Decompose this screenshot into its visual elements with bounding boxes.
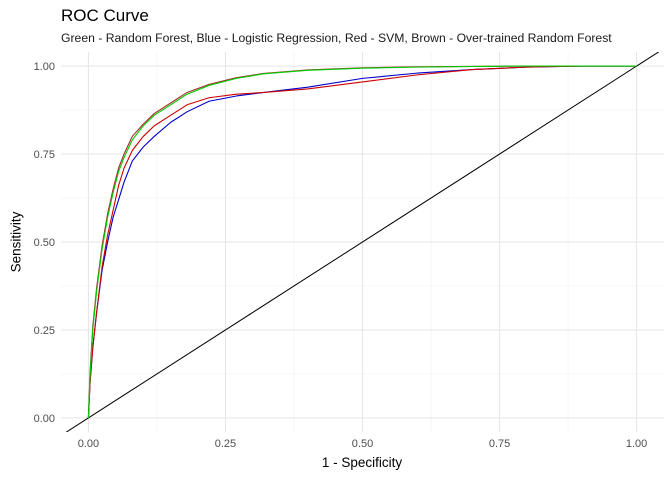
chart-title: ROC Curve (61, 6, 149, 25)
chart-subtitle: Green - Random Forest, Blue - Logistic R… (61, 31, 612, 45)
y-tick-label: 1.00 (34, 61, 55, 73)
roc-curve-series-0 (87, 65, 637, 418)
x-axis-label: 1 - Specificity (321, 455, 403, 470)
roc-curve-series-2 (87, 65, 637, 418)
y-axis-label: Sensitivity (8, 211, 24, 273)
y-tick-label: 0.25 (34, 325, 55, 337)
y-tick-label: 0.50 (34, 237, 55, 249)
x-tick-label: 0.25 (215, 438, 236, 450)
x-tick-label: 1.00 (626, 438, 647, 450)
x-tick-label: 0.00 (78, 438, 99, 450)
x-tick-label: 0.50 (352, 438, 373, 450)
x-tick-label: 0.75 (489, 438, 510, 450)
y-tick-label: 0.75 (34, 149, 55, 161)
y-tick-label: 0.00 (34, 413, 55, 425)
reference-diagonal-line (65, 52, 660, 432)
